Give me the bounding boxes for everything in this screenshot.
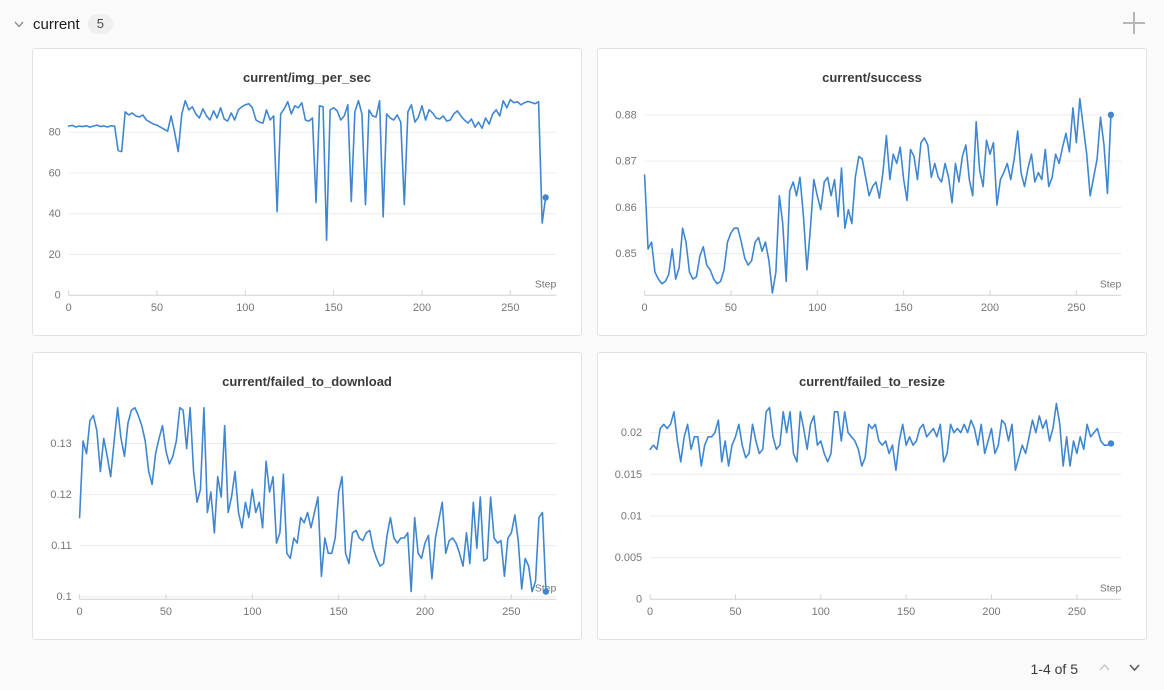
svg-text:150: 150 — [325, 302, 343, 314]
svg-text:0.005: 0.005 — [615, 552, 642, 564]
svg-text:0: 0 — [77, 606, 83, 618]
svg-text:250: 250 — [1068, 606, 1086, 618]
svg-text:0.88: 0.88 — [615, 109, 636, 121]
chevron-up-icon — [1097, 660, 1112, 678]
svg-text:50: 50 — [725, 302, 737, 314]
x-axis-label: Step — [1100, 583, 1122, 594]
svg-text:200: 200 — [981, 302, 999, 314]
chart-panel-failed-to-resize[interactable]: 0 0.005 0.01 0.015 0.02 0 50 100 150 200 250 Step c… — [597, 352, 1147, 640]
chevron-down-icon — [1127, 660, 1142, 678]
svg-text:0: 0 — [636, 594, 642, 606]
chart-panel-success[interactable]: 0.85 0.86 0.87 0.88 0 50 100 150 200 250 Step curr… — [597, 48, 1147, 336]
end-dot — [1107, 440, 1115, 447]
svg-text:0: 0 — [642, 302, 648, 314]
x-axis-label: Step — [535, 279, 557, 290]
svg-text:50: 50 — [151, 302, 163, 314]
svg-text:0.11: 0.11 — [51, 540, 71, 552]
x-axis-label: Step — [1100, 279, 1122, 290]
svg-text:100: 100 — [243, 606, 261, 618]
end-dot — [542, 588, 550, 595]
svg-text:0.85: 0.85 — [615, 248, 636, 260]
svg-text:50: 50 — [160, 606, 172, 618]
line-series — [643, 97, 1112, 294]
add-panel-button[interactable] — [1118, 8, 1150, 40]
svg-text:200: 200 — [982, 606, 1000, 618]
svg-text:60: 60 — [49, 167, 61, 179]
section-title: current — [33, 15, 80, 33]
svg-text:50: 50 — [729, 606, 741, 618]
svg-text:0.015: 0.015 — [615, 469, 642, 481]
line-series — [67, 98, 547, 242]
svg-text:0.1: 0.1 — [56, 591, 71, 603]
plus-icon — [1121, 10, 1147, 39]
panel-pagination: 1-4 of 5 — [1031, 657, 1146, 681]
pagination-label: 1-4 of 5 — [1030, 661, 1078, 677]
svg-text:0.86: 0.86 — [615, 202, 636, 214]
svg-text:0.13: 0.13 — [50, 438, 71, 450]
svg-text:0: 0 — [647, 606, 653, 618]
svg-text:150: 150 — [897, 606, 915, 618]
panel-grid: 0 20 40 60 80 0 50 100 150 200 250 Step current/img… — [32, 48, 1147, 640]
line-chart: 0.10.110.120.13050100150200250Step — [50, 406, 556, 618]
svg-text:40: 40 — [49, 208, 61, 220]
line-chart: 0 0.005 0.01 0.015 0.02 0 50 100 150 200 250 Step — [615, 402, 1122, 618]
section-toggle[interactable]: current 5 — [13, 14, 113, 34]
panel-count-badge: 5 — [87, 14, 113, 34]
svg-text:100: 100 — [236, 302, 254, 314]
svg-text:100: 100 — [812, 606, 830, 618]
line-chart: 0.85 0.86 0.87 0.88 0 50 100 150 200 250 Step — [615, 97, 1122, 314]
line-series — [649, 402, 1112, 471]
svg-text:200: 200 — [413, 302, 431, 314]
svg-text:20: 20 — [49, 249, 61, 261]
svg-text:80: 80 — [49, 127, 61, 139]
svg-text:250: 250 — [502, 606, 520, 618]
svg-text:150: 150 — [895, 302, 913, 314]
svg-text:0.01: 0.01 — [621, 510, 642, 522]
svg-text:0.02: 0.02 — [621, 427, 642, 439]
pagination-prev-button[interactable] — [1092, 657, 1116, 681]
end-dot — [542, 194, 549, 201]
svg-text:0: 0 — [66, 302, 72, 314]
svg-text:250: 250 — [1067, 302, 1085, 314]
end-dot — [1107, 111, 1115, 119]
line-series — [78, 406, 547, 593]
pagination-next-button[interactable] — [1122, 657, 1146, 681]
chevron-down-icon — [13, 18, 25, 30]
chart-panel-failed-to-download[interactable]: 0.10.110.120.13050100150200250Step curre… — [32, 352, 582, 640]
svg-text:100: 100 — [808, 302, 826, 314]
svg-text:0.12: 0.12 — [50, 489, 71, 501]
svg-text:200: 200 — [416, 606, 434, 618]
chart-panel-img-per-sec[interactable]: 0 20 40 60 80 0 50 100 150 200 250 Step current/img… — [32, 48, 582, 336]
svg-text:150: 150 — [330, 606, 348, 618]
svg-text:0.87: 0.87 — [615, 156, 636, 168]
line-chart: 0 20 40 60 80 0 50 100 150 200 250 Step — [49, 98, 557, 314]
svg-text:0: 0 — [55, 290, 61, 302]
svg-text:250: 250 — [501, 302, 519, 314]
section-header: current 5 — [0, 0, 1164, 48]
